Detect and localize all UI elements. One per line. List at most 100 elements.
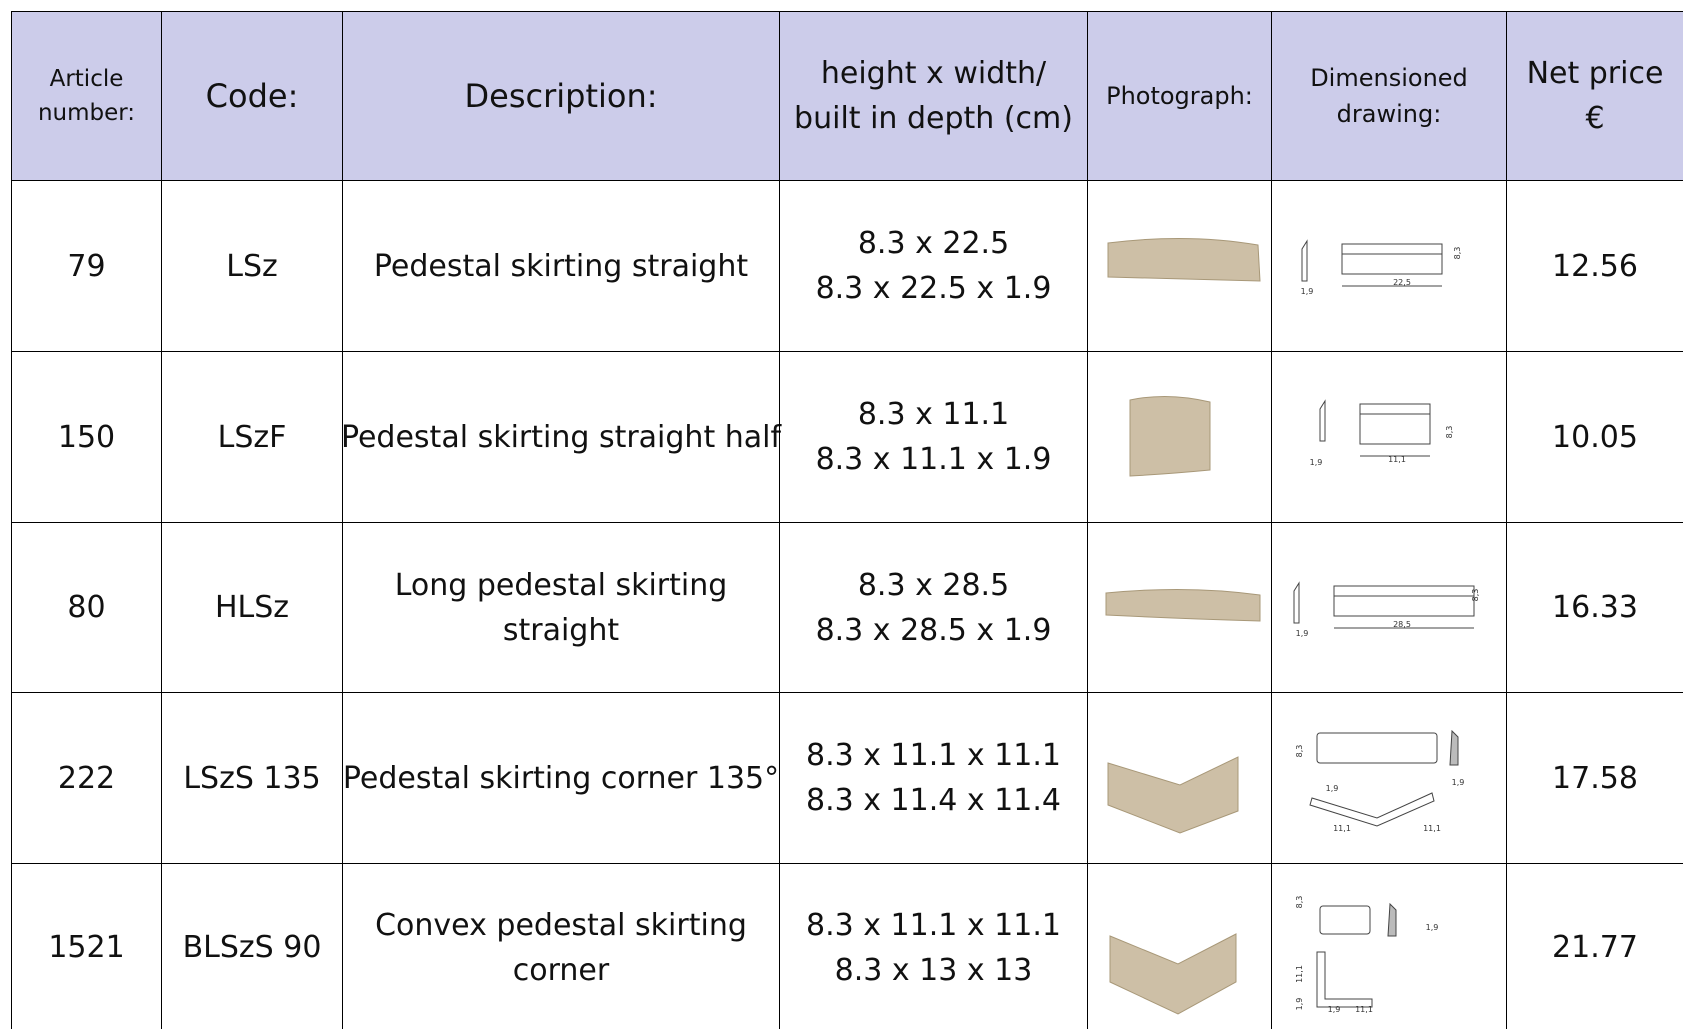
photo-cell (1087, 522, 1272, 693)
price-cell: 12.56 (1506, 180, 1683, 352)
article-number: 222 (57, 760, 116, 796)
dimensions-cell: 8.3 x 11.1 x 11.1 8.3 x 11.4 x 11.4 (779, 692, 1088, 864)
drawing-cell: 1,9 22,5 8,3 (1271, 180, 1507, 352)
dimensions: 8.3 x 11.1 (857, 397, 1010, 432)
shape (1301, 239, 1307, 282)
header-cell: Photograph: (1087, 11, 1272, 181)
header-text: Code: (205, 77, 299, 115)
code-cell: BLSzS 90 (161, 863, 343, 1029)
dimensions-cell: 8.3 x 28.5 8.3 x 28.5 x 1.9 (779, 522, 1088, 693)
drawing-label: 8,3 (1295, 745, 1304, 758)
price: 10.05 (1552, 419, 1638, 455)
header-text: Dimensioned (1310, 64, 1468, 92)
shape (1316, 951, 1372, 1008)
article-cell: 1521 (11, 863, 162, 1029)
shape (1319, 905, 1370, 935)
shape (1129, 395, 1210, 477)
code: LSzF (217, 419, 287, 455)
code: LSz (226, 248, 278, 284)
price: 12.56 (1552, 248, 1638, 284)
header-text: Net price (1526, 56, 1664, 91)
header-text: built in depth (cm) (794, 101, 1073, 136)
dimensioned-drawing: 8,3 1,9 1,9 11,1 11,1 (1295, 729, 1464, 833)
header-cell: Code: (161, 11, 343, 181)
drawing-label: 1,9 (1309, 458, 1322, 467)
description: Pedestal skirting straight half (340, 419, 782, 455)
article-cell: 150 (11, 351, 162, 523)
code-cell: HLSz (161, 522, 343, 693)
price: 17.58 (1552, 760, 1638, 796)
article-cell: 222 (11, 692, 162, 864)
photograph (1107, 237, 1261, 282)
dimensions: 8.3 x 11.1 x 11.1 (806, 907, 1061, 943)
code: BLSzS 90 (182, 930, 322, 965)
description: corner (512, 952, 610, 988)
dimensioned-drawing: 1,9 28,5 8,3 (1293, 581, 1480, 638)
header-text: € (1585, 101, 1605, 136)
description-cell: Pedestal skirting corner 135° (342, 692, 780, 864)
shape (1308, 792, 1435, 827)
header-text: Article (49, 65, 124, 92)
description-cell: Convex pedestal skirting corner (342, 863, 780, 1029)
dimensions-cell: 8.3 x 11.1 8.3 x 11.1 x 1.9 (779, 351, 1088, 523)
header-text: drawing: (1336, 100, 1442, 128)
shape (1386, 902, 1396, 937)
photograph (1107, 756, 1238, 834)
shape (1341, 243, 1442, 275)
dimensions: 8.3 x 22.5 x 1.9 (815, 271, 1052, 306)
code-cell: LSzF (161, 351, 343, 523)
drawing-label: 1,9 (1451, 778, 1464, 787)
drawing-label: 1,9 (1425, 923, 1438, 932)
dimensions: 8.3 x 11.1 x 1.9 (815, 442, 1052, 477)
dimensions: 8.3 x 28.5 x 1.9 (815, 612, 1052, 648)
dimensions: 8.3 x 11.4 x 11.4 (806, 783, 1061, 818)
price: 21.77 (1552, 930, 1638, 965)
code: HLSz (214, 590, 290, 625)
drawing-cell: 8,3 1,9 1,9 11,1 11,1 (1271, 692, 1507, 864)
article-cell: 79 (11, 180, 162, 352)
header-cell: height x width/built in depth (cm) (779, 11, 1088, 181)
drawing-label: 28,5 (1393, 620, 1411, 629)
drawing-label: 11,1 (1295, 965, 1304, 983)
price-cell: 10.05 (1506, 351, 1683, 523)
header-text: height x width/ (820, 56, 1047, 91)
code-cell: LSz (161, 180, 343, 352)
description: Pedestal skirting straight (373, 248, 749, 284)
description-cell: Pedestal skirting straight (342, 180, 780, 352)
shape (1293, 581, 1299, 624)
code-cell: LSzS 135 (161, 692, 343, 864)
drawing-label: 1,9 (1327, 1005, 1340, 1014)
photograph (1105, 588, 1260, 622)
shape (1448, 729, 1458, 766)
dimensions: 8.3 x 28.5 (857, 567, 1010, 603)
shape (1107, 756, 1238, 834)
description: Convex pedestal skirting (375, 907, 747, 943)
article-number: 80 (67, 590, 106, 625)
header-cell: Description: (342, 11, 780, 181)
shape (1359, 403, 1430, 445)
price: 16.33 (1552, 590, 1638, 625)
dimensions-cell: 8.3 x 22.5 8.3 x 22.5 x 1.9 (779, 180, 1088, 352)
drawing-cell: 1,9 28,5 8,3 (1271, 522, 1507, 693)
drawing-label: 8,3 (1453, 247, 1462, 260)
header-text: Photograph: (1106, 82, 1253, 110)
drawing-label: 11,1 (1333, 824, 1351, 833)
shape (1109, 933, 1236, 1015)
header-cell: Net price € (1506, 11, 1683, 181)
drawing-label: 1,9 (1295, 998, 1304, 1011)
photograph (1109, 933, 1236, 1015)
dimensioned-drawing: 1,9 22,5 8,3 (1300, 239, 1462, 296)
drawing-label: 1,9 (1325, 784, 1338, 793)
dimensions: 8.3 x 13 x 13 (834, 952, 1033, 988)
description: straight (502, 612, 620, 648)
shape (1105, 588, 1260, 622)
description: Long pedestal skirting (394, 567, 728, 603)
description: Pedestal skirting corner 135° (342, 760, 780, 796)
price-cell: 17.58 (1506, 692, 1683, 864)
photo-cell (1087, 692, 1272, 864)
article-number: 150 (57, 419, 116, 455)
article-number: 79 (67, 248, 106, 284)
drawing-label: 8,3 (1471, 589, 1480, 602)
dimensions-cell: 8.3 x 11.1 x 11.1 8.3 x 13 x 13 (779, 863, 1088, 1029)
dimensions: 8.3 x 11.1 x 11.1 (806, 738, 1061, 773)
